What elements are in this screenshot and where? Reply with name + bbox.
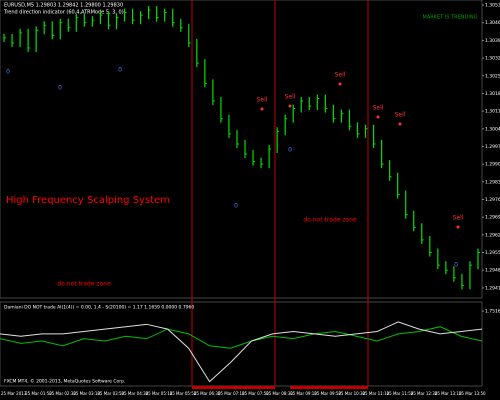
y-tick-label: 1.30250 <box>485 73 500 79</box>
signal-dot <box>398 122 402 126</box>
zone-label: do not trade zone <box>303 217 357 224</box>
buy-marker: 0 <box>6 69 10 76</box>
buy-marker: 0 <box>288 147 292 154</box>
y-tick-label: 1.7516 <box>485 309 500 315</box>
time-label: 25 Mar 05:10 <box>146 391 173 396</box>
time-label: 25 Mar 13:50 <box>459 391 486 396</box>
chart-title: High Frequency Scalping System <box>6 195 170 206</box>
time-label: 25 Mar 11:10 <box>363 391 390 396</box>
y-tick-label: 1.30320 <box>485 56 500 62</box>
time-label: 25 Mar 12:30 <box>411 391 438 396</box>
time-label: 25 Mar 03:10 <box>73 391 100 396</box>
y-tick-label: 1.30530 <box>485 3 500 9</box>
time-label: 25 Mar 05:50 <box>170 391 197 396</box>
time-label: 25 Mar 10:30 <box>338 391 365 396</box>
zone-band <box>290 386 368 389</box>
oscillator-line <box>0 321 483 383</box>
main-panel <box>0 0 483 299</box>
oscillator-caption: Damiani DO NOT trade AI(1(4)) = 0.00, 1.… <box>4 305 194 311</box>
time-label: 25 Mar 09:10 <box>290 391 317 396</box>
y-tick-label: 1.30390 <box>485 38 500 44</box>
y-tick-label: 1.29900 <box>485 162 500 168</box>
y-tick-label: 1.29830 <box>485 179 500 185</box>
time-label: 25 Mar 01:50 <box>25 391 52 396</box>
y-tick-label: 1.29970 <box>485 144 500 150</box>
indicator-panel <box>0 301 483 387</box>
time-label: 25 Mar 09:50 <box>314 391 341 396</box>
indicator-caption: Trend direction indicator (60,4,ATRMode … <box>3 10 124 16</box>
time-label: 25 Mar 08:30 <box>266 391 293 396</box>
y-tick-label: 1.29480 <box>485 268 500 274</box>
y-tick-label: 1.30040 <box>485 126 500 132</box>
zone-band <box>192 386 275 389</box>
y-tick-label: 1.30110 <box>485 109 500 115</box>
time-label: 25 Mar 07:50 <box>242 391 269 396</box>
y-tick-label: 1.29690 <box>485 215 500 221</box>
buy-marker: 0 <box>454 262 458 269</box>
time-label: 25 Mar 11:50 <box>387 391 414 396</box>
signal-dot <box>456 225 460 229</box>
y-tick-label: 1.29550 <box>485 250 500 256</box>
time-label: 25 Mar 07:10 <box>218 391 245 396</box>
time-label: 25 Mar 02:30 <box>49 391 76 396</box>
oscillator-line <box>0 326 483 349</box>
sell-signal: Sell <box>335 72 346 79</box>
y-tick-label: 1.30180 <box>485 91 500 97</box>
zone-label: do not trade zone <box>57 281 111 288</box>
signal-dot <box>338 82 342 86</box>
y-tick-label: 1.29410 <box>485 285 500 291</box>
buy-marker: 0 <box>58 85 62 92</box>
sell-signal: Sell <box>373 105 384 112</box>
sell-signal: Sell <box>395 112 406 119</box>
signal-dot <box>288 104 292 108</box>
y-tick-label: 1.29760 <box>485 197 500 203</box>
buy-marker: 0 <box>118 67 122 74</box>
y-tick-label: 1.29620 <box>485 232 500 238</box>
time-label: 25 Mar 04:30 <box>122 391 149 396</box>
time-label: 25 Mar 2013 <box>1 391 27 396</box>
sell-signal: Sell <box>257 97 268 104</box>
signal-dot <box>376 115 380 119</box>
sell-signal: Sell <box>453 215 464 222</box>
signal-dot <box>260 107 264 111</box>
sell-signal: Sell <box>285 94 296 101</box>
buy-marker: 0 <box>234 203 238 210</box>
symbol-header: EURUSD,M5 1.29803 1.29842 1.29800 1.2983… <box>4 3 123 9</box>
copyright: FXCM MT4, © 2001-2013, MetaQuotes Softwa… <box>4 378 125 385</box>
time-label: 25 Mar 06:30 <box>194 391 221 396</box>
time-label: 25 Mar 03:50 <box>97 391 124 396</box>
time-label: 25 Mar 13:10 <box>435 391 462 396</box>
trend-status: MARKET IS TRENDING <box>423 15 478 21</box>
y-tick-label: 1.30460 <box>485 20 500 26</box>
